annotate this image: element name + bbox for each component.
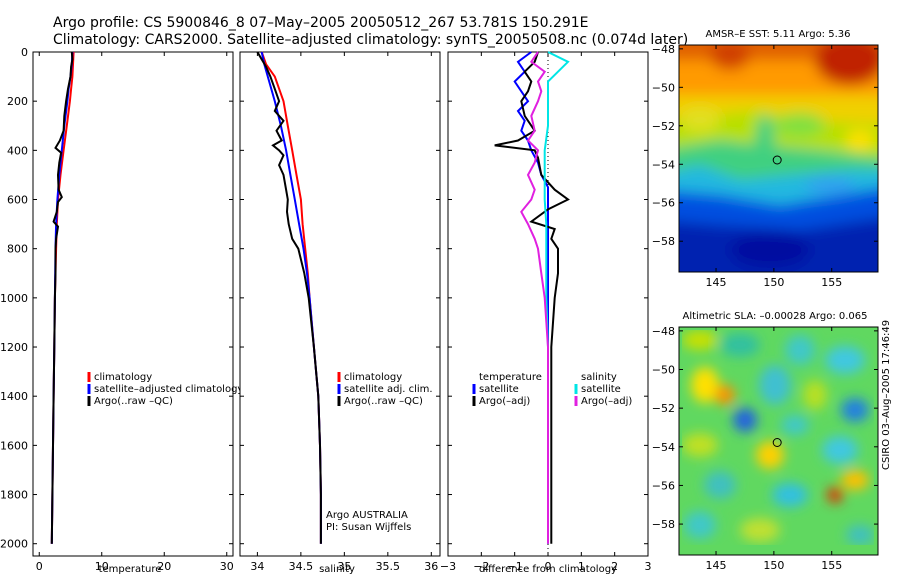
temperature-xlabel: temperature	[99, 564, 162, 575]
y-tick-label: 1800	[0, 489, 28, 502]
salinity-annotation-1: Argo AUSTRALIA	[326, 510, 408, 521]
map-x-tick-label: 150	[763, 559, 784, 572]
legend-entry: Argo(–adj)	[479, 396, 530, 407]
x-tick-label: 20	[157, 560, 171, 573]
y-tick-label: 2000	[0, 538, 28, 551]
series-line	[494, 51, 570, 544]
temperature-panel: 0 10 20 30 0 200 400 600 800 1000 1200 1400 1600 1800…	[0, 46, 243, 575]
difference-xlabel: difference from climatology	[479, 564, 617, 575]
map-y-tick-label: −58	[652, 518, 675, 531]
x-tick-label: −2	[473, 560, 489, 573]
map-x-tick-label: 155	[821, 276, 842, 289]
x-tick-label: 34.5	[289, 560, 314, 573]
series-line	[520, 51, 549, 544]
x-tick-label: 35.5	[376, 560, 401, 573]
map-y-tick-label: −50	[652, 81, 675, 94]
y-tick-label: 600	[7, 194, 28, 207]
y-tick-label: 200	[7, 95, 28, 108]
y-tick-label: 1600	[0, 439, 28, 452]
map-x-tick-label: 145	[706, 559, 727, 572]
sla-map-panel: Altimetric SLA: –0.00028 Argo: 0.065	[652, 311, 879, 572]
x-tick-label: 10	[95, 560, 109, 573]
map-y-tick-label: −54	[652, 441, 675, 454]
timestamp-side-label: CSIRO 03–Aug–2005 17:46:49	[881, 320, 892, 470]
map-y-tick-label: −52	[652, 402, 675, 415]
x-tick-label: 34	[250, 560, 264, 573]
map-y-tick-label: −48	[652, 325, 675, 338]
salinity-axes-frame	[239, 51, 441, 557]
x-tick-label: −1	[507, 560, 523, 573]
map-y-tick-label: −58	[652, 235, 675, 248]
series-line	[50, 51, 74, 544]
sst-map-panel: AMSR–E SST: 5.11 Argo: 5.36	[652, 29, 879, 289]
map-x-tick-label: 145	[706, 276, 727, 289]
map-y-tick-label: −54	[652, 158, 675, 171]
legend-entry: temperature	[479, 372, 542, 383]
map-y-tick-label: −48	[652, 43, 675, 56]
x-tick-label: 36	[424, 560, 438, 573]
argo-float-marker	[772, 438, 782, 447]
legend-entry: climatology	[94, 372, 152, 383]
map-y-tick-label: −52	[652, 120, 675, 133]
map-y-tick-label: −56	[652, 197, 675, 210]
legend-entry: satellite	[479, 384, 519, 395]
legend-entry: satellite–adjusted climatology	[94, 384, 243, 395]
sst-map-title: AMSR–E SST: 5.11 Argo: 5.36	[705, 29, 850, 40]
salinity-xlabel: salinity	[319, 564, 355, 575]
legend-entry: climatology	[344, 372, 402, 383]
series-line	[256, 51, 322, 544]
legend-entry: Argo(..raw –QC)	[344, 396, 423, 407]
sla-map-title: Altimetric SLA: –0.00028 Argo: 0.065	[682, 311, 867, 322]
difference-panel: −3 −2 −1 0 1 2 3 temperaturesatelliteArgo(–adj…	[440, 51, 652, 575]
x-tick-label: 0	[545, 560, 552, 573]
header-line-1: Argo profile: CS 5900846_8 07–May–2005 2…	[53, 15, 589, 31]
x-tick-label: 1	[578, 560, 585, 573]
x-tick-label: −3	[440, 560, 456, 573]
y-tick-label: 1200	[0, 341, 28, 354]
sla-field	[682, 330, 874, 545]
x-tick-label: 0	[36, 560, 43, 573]
sst-field	[679, 45, 878, 272]
map-x-tick-label: 150	[763, 276, 784, 289]
legend-entry: salinity	[581, 372, 617, 383]
legend-entry: satellite adj. clim.	[344, 384, 433, 395]
x-tick-label: 3	[645, 560, 652, 573]
map-y-tick-label: −50	[652, 364, 675, 377]
map-y-tick-label: −56	[652, 479, 675, 492]
argo-float-marker	[772, 155, 782, 165]
x-tick-label: 35	[337, 560, 351, 573]
legend-entry: satellite	[581, 384, 621, 395]
y-tick-label: 1000	[0, 292, 28, 305]
legend-entry: Argo(..raw –QC)	[94, 396, 173, 407]
y-tick-label: 1400	[0, 390, 28, 403]
map-x-tick-label: 155	[821, 559, 842, 572]
y-tick-label: 400	[7, 144, 28, 157]
x-tick-label: 30	[220, 560, 234, 573]
header-line-2: Climatology: CARS2000. Satellite–adjuste…	[53, 32, 688, 48]
legend-entry: Argo(–adj)	[581, 396, 632, 407]
x-tick-label: 2	[611, 560, 618, 573]
salinity-annotation-2: PI: Susan Wijffels	[326, 522, 411, 533]
sst-map-frame	[678, 44, 879, 273]
sla-map-frame	[678, 326, 879, 556]
y-tick-label: 0	[21, 46, 28, 59]
y-tick-label: 800	[7, 243, 28, 256]
